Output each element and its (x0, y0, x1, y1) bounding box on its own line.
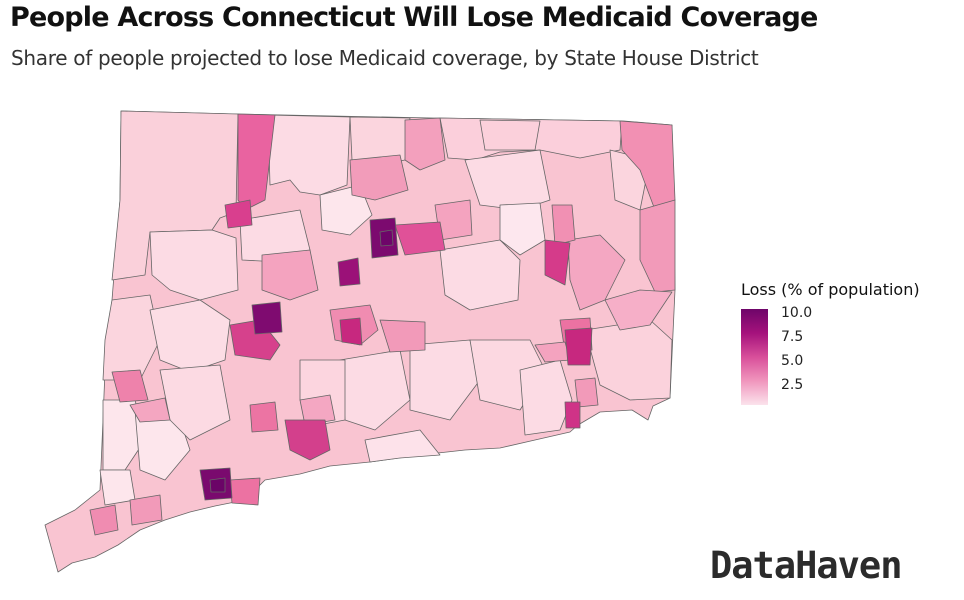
district (284, 419, 331, 461)
district (479, 119, 541, 151)
district (544, 239, 571, 286)
page-title: People Across Connecticut Will Lose Medi… (10, 2, 818, 33)
district (337, 257, 361, 287)
district (261, 249, 319, 301)
district (129, 494, 163, 526)
legend-tick-label: 5.0 (781, 353, 804, 369)
district (209, 477, 226, 493)
district (499, 202, 546, 256)
district (404, 117, 446, 171)
district (564, 327, 593, 366)
district (394, 221, 446, 256)
district (409, 339, 481, 421)
district (229, 477, 261, 506)
legend-title: Loss (% of population) (741, 280, 920, 299)
legend-gradient-bar (741, 309, 768, 405)
district (237, 113, 276, 211)
legend-tick-label: 10.0 (781, 305, 813, 321)
district (574, 377, 599, 408)
district (379, 319, 426, 353)
datahaven-logo: DataHaven (710, 544, 902, 587)
district (604, 289, 673, 331)
district (349, 154, 409, 201)
district (267, 114, 351, 196)
district (129, 397, 171, 423)
district (224, 199, 253, 229)
legend-tick-label: 7.5 (781, 329, 804, 345)
district (249, 401, 279, 433)
map-legend: Loss (% of population) 10.0 7.5 5.0 2.5 (741, 280, 956, 409)
district (299, 394, 336, 426)
district (639, 199, 676, 293)
district (379, 229, 394, 247)
district (149, 229, 239, 301)
district (551, 204, 576, 246)
legend-tick-label: 2.5 (781, 377, 804, 393)
district (364, 429, 441, 463)
page-subtitle: Share of people projected to lose Medica… (11, 46, 759, 70)
district (149, 299, 231, 373)
district (564, 401, 581, 429)
district (339, 317, 363, 346)
district (89, 504, 119, 536)
district (439, 239, 521, 311)
district (111, 369, 149, 403)
district (251, 301, 283, 335)
